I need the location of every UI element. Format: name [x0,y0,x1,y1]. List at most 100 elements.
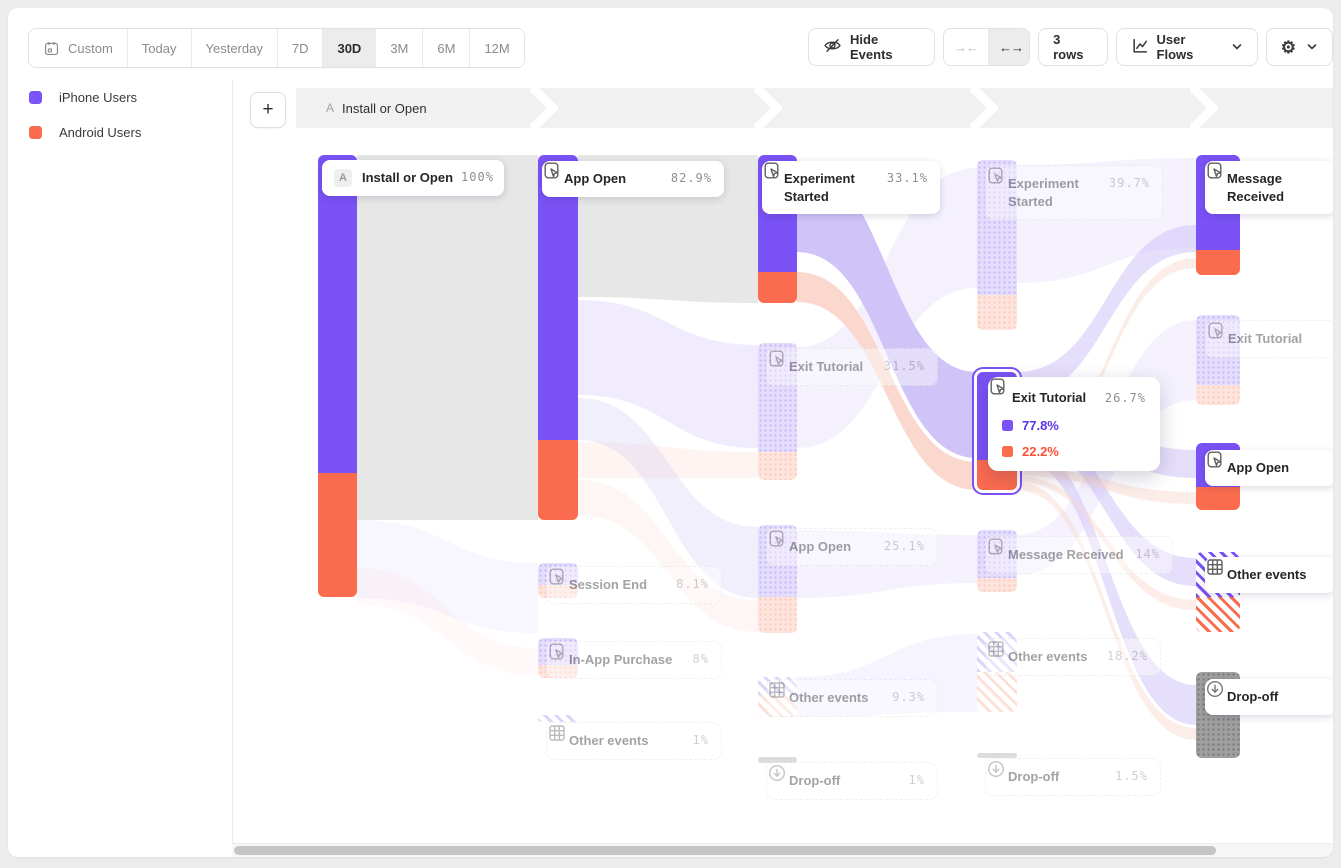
flow-card-session-end[interactable]: Session End 8.1% [546,566,722,604]
range-today[interactable]: Today [127,29,192,67]
flow-card-drop-off-4[interactable]: Drop-off 1.5% [985,758,1161,796]
event-tap-icon [1207,162,1222,179]
horizontal-scrollbar-thumb[interactable] [234,846,1216,855]
event-tap-icon [1207,451,1222,468]
event-label: App Open [1227,460,1290,475]
range-label: 7D [291,40,309,56]
event-label: Drop-off [1008,769,1060,784]
range-yesterday[interactable]: Yesterday [191,29,278,67]
flow-bar-drop-off-3[interactable] [758,757,797,763]
collapse-columns-button[interactable]: →← [944,29,989,65]
flow-bar-message-received-4[interactable] [977,530,1017,592]
event-tap-icon [1208,322,1223,339]
hide-events-label: Hide Events [850,32,893,62]
flow-chart-icon [1131,37,1149,58]
hide-events-button[interactable]: Hide Events [808,28,935,66]
event-tap-icon [769,350,784,367]
event-tap-icon [988,538,1003,555]
tooltip-breakdown-row: 77.8% [1002,418,1146,433]
bar-segment-faded-orange [977,578,1017,592]
range-custom[interactable]: Custom [29,29,128,67]
breakdown-swatch [1002,419,1013,431]
flow-bar-install-or-open[interactable] [318,155,357,597]
flow-bar-other-events-4[interactable] [977,632,1017,712]
flow-card-other-events-5[interactable]: Other events [1205,557,1333,593]
horizontal-scrollbar-track[interactable] [232,843,1333,857]
flow-card-other-events-4[interactable]: Other events 18.2% [985,638,1161,676]
flow-card-message-received-5[interactable]: Message Received [1205,161,1333,215]
flow-card-in-app-purchase[interactable]: In-App Purchase 8% [546,641,722,679]
legend-item-android-users[interactable]: Android Users [8,115,232,150]
flow-bar-drop-off-4[interactable] [977,753,1017,758]
event-tap-icon [549,643,564,660]
flow-card-exit-tutorial-3[interactable]: Exit Tutorial 31.5% [766,348,938,386]
flow-bar-app-open-3[interactable] [758,525,797,633]
event-label: Experiment Started [1008,176,1079,209]
flow-card-drop-off-5[interactable]: Drop-off [1205,679,1333,715]
flow-bar-app-open-2[interactable] [538,155,578,520]
rows-button[interactable]: 3 rows [1038,28,1108,66]
range-12m[interactable]: 12M [470,29,524,67]
view-selector[interactable]: User Flows [1115,28,1258,66]
event-percent: 100% [461,170,494,184]
bar-segment-orange [538,440,578,520]
eye-off-icon [823,36,842,58]
bar-segment-orange [318,473,357,597]
flow-bar-exit-tutorial-3[interactable] [758,343,797,480]
event-label: Experiment Started [784,171,855,204]
event-tap-icon [990,378,1005,395]
step-1[interactable]: A Install or Open [296,101,427,116]
gear-icon: ⚙ [1280,37,1296,57]
range-30d[interactable]: 30D [323,29,377,67]
other-events-grid-icon [988,641,1004,657]
flow-card-exit-tutorial-5[interactable]: Exit Tutorial [1205,320,1333,358]
event-label: Other events [1008,649,1088,664]
event-label: In-App Purchase [569,652,673,667]
bar-segment-faded-purple [977,160,1017,295]
flow-bar-other-events-2[interactable] [538,715,578,722]
settings-menu-button[interactable]: ⚙ [1265,28,1333,66]
expand-columns-button[interactable]: ←→ [989,29,1030,65]
event-percent: 1% [908,773,925,787]
bar-segment-faded-orange [977,295,1017,330]
legend-item-iphone-users[interactable]: iPhone Users [8,80,232,115]
drop-off-icon [1206,680,1224,698]
add-step-button[interactable]: + [250,92,286,128]
view-label: User Flows [1156,32,1194,62]
calendar-icon [44,41,59,55]
bar-segment-faded-purple [977,530,1017,578]
collapse-expand-control: →← ←→ [943,28,1031,66]
sidebar-divider [232,80,233,843]
flow-link-install-or-open-to-app-open-2 [357,155,538,520]
flow-card-drop-off-3[interactable]: Drop-off 1% [766,762,938,800]
range-3m[interactable]: 3M [376,29,424,67]
flow-card-app-open-2[interactable]: App Open 82.9% [542,161,724,197]
flow-card-message-received-4[interactable]: Message Received 14% [985,536,1173,574]
range-label: Custom [68,40,113,56]
bar-segment-faded-purple [758,525,797,597]
flow-card-other-events-2[interactable]: Other events 1% [546,722,722,760]
event-label: App Open [789,539,852,554]
flow-card-experiment-started-3[interactable]: Experiment Started 33.1% [762,161,940,215]
main-panel: Custom Today Yesterday 7D 30D 3M 6M 12M Hide Ev… [8,8,1333,857]
event-label: Drop-off [1227,689,1279,704]
range-6m[interactable]: 6M [423,29,471,67]
step-label: Install or Open [342,100,427,116]
step-separator-chevron [966,88,1000,128]
bar-segment-faded-hatch-orange [977,672,1017,712]
flow-card-install-or-open[interactable]: A Install or Open 100% [322,160,504,196]
flow-card-app-open-5[interactable]: App Open [1205,450,1333,486]
flow-bar-exit-tutorial-5[interactable] [1196,315,1240,405]
flow-bar-experiment-started-4[interactable] [977,160,1017,330]
flow-card-experiment-started-4[interactable]: Experiment Started 39.7% [985,165,1163,221]
flow-card-other-events-3[interactable]: Other events 9.3% [766,679,938,717]
step-separator-chevron [1186,88,1220,128]
range-7d[interactable]: 7D [277,29,324,67]
legend-swatch [29,126,42,139]
bar-segment-faded-purple [538,638,578,665]
step-header-bar: A Install or Open [296,88,1333,128]
flow-tooltip-exit-tutorial-4[interactable]: Exit Tutorial 26.7% 77.8% 22.2% [988,377,1160,471]
flow-card-app-open-3[interactable]: App Open 25.1% [766,528,938,566]
tooltip-title: Exit Tutorial [1012,390,1087,405]
range-label: 30D [337,40,362,56]
